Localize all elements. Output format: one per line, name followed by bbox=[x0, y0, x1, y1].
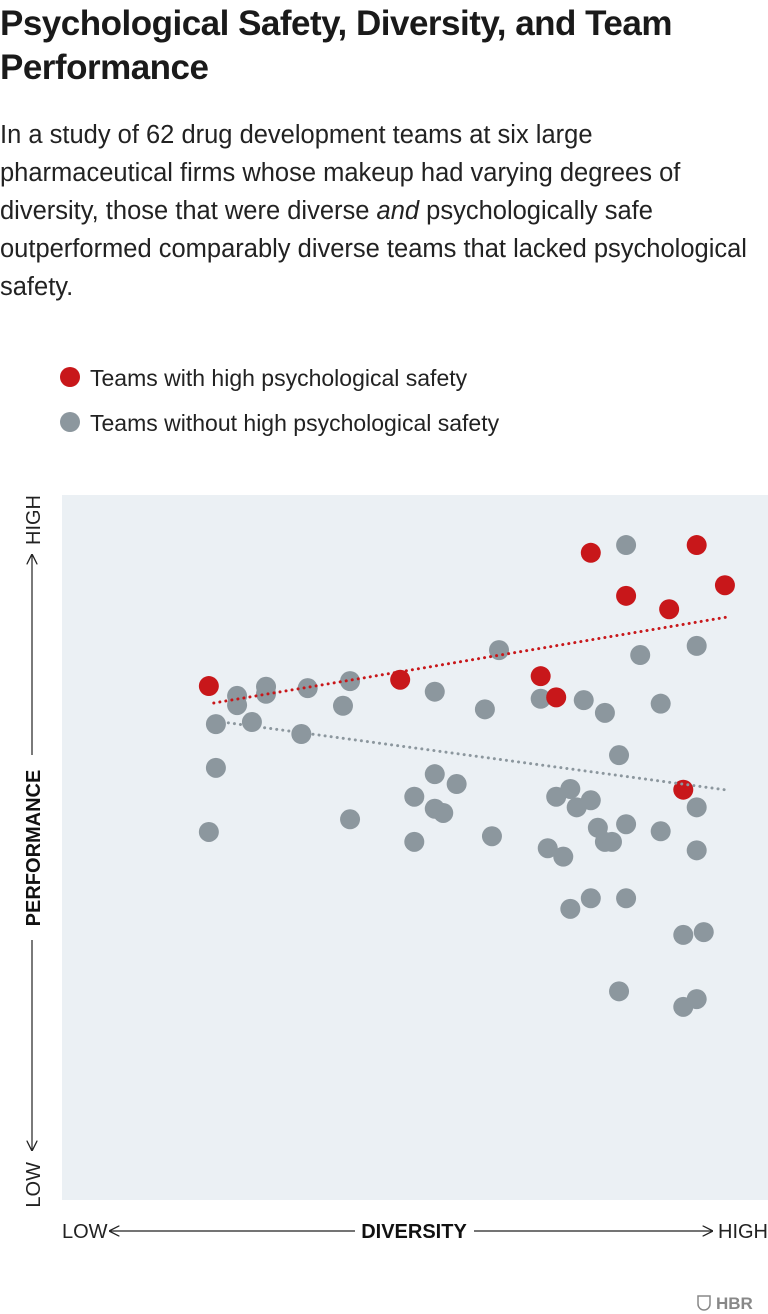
legend-label-high-safety: Teams with high psychological safety bbox=[90, 365, 468, 391]
point-low-safety-33 bbox=[580, 790, 601, 811]
point-low-safety-27 bbox=[594, 702, 615, 723]
point-low-safety-41 bbox=[686, 840, 707, 861]
point-high-safety-3 bbox=[686, 535, 707, 556]
point-low-safety-28 bbox=[650, 693, 671, 714]
point-low-safety-11 bbox=[205, 757, 226, 778]
shield-icon bbox=[697, 1295, 711, 1311]
x-tick-low: LOW bbox=[62, 1221, 108, 1243]
point-high-safety-2 bbox=[580, 542, 601, 563]
point-low-safety-34 bbox=[686, 797, 707, 818]
point-low-safety-15 bbox=[446, 774, 467, 795]
chart-subtitle: In a study of 62 drug development teams … bbox=[0, 116, 768, 306]
point-low-safety-47 bbox=[673, 924, 694, 945]
point-low-safety-38 bbox=[601, 831, 622, 852]
legend-marker-low-safety bbox=[60, 412, 80, 432]
point-low-safety-43 bbox=[553, 846, 574, 867]
y-tick-low: LOW bbox=[23, 1162, 45, 1208]
point-low-safety-51 bbox=[686, 989, 707, 1010]
chart-title: Psychological Safety, Diversity, and Tea… bbox=[0, 4, 672, 87]
x-axis-label: DIVERSITY bbox=[361, 1221, 467, 1243]
point-low-safety-44 bbox=[560, 898, 581, 919]
point-low-safety-26 bbox=[573, 690, 594, 711]
legend-marker-high-safety bbox=[60, 367, 80, 387]
subtitle-emphasis: and bbox=[376, 197, 420, 225]
point-low-safety-22 bbox=[630, 645, 651, 666]
point-low-safety-29 bbox=[609, 745, 630, 766]
point-low-safety-31 bbox=[560, 778, 581, 799]
legend-label-low-safety: Teams without high psychological safety bbox=[90, 410, 500, 436]
point-low-safety-49 bbox=[609, 981, 630, 1002]
point-low-safety-6 bbox=[332, 695, 353, 716]
point-low-safety-25 bbox=[530, 688, 551, 709]
point-low-safety-16 bbox=[404, 786, 425, 807]
point-low-safety-4 bbox=[297, 678, 318, 699]
hbr-logo-text: HBR bbox=[716, 1294, 753, 1313]
point-low-safety-48 bbox=[693, 922, 714, 943]
point-high-safety-4 bbox=[616, 585, 637, 606]
point-low-safety-24 bbox=[474, 699, 495, 720]
point-low-safety-35 bbox=[481, 826, 502, 847]
x-tick-high: HIGH bbox=[718, 1221, 768, 1243]
subtitle-text: In a study of 62 drug development teams … bbox=[0, 121, 681, 225]
point-high-safety-8 bbox=[546, 687, 567, 708]
point-high-safety-1 bbox=[390, 669, 411, 690]
point-low-safety-5 bbox=[340, 671, 361, 692]
point-low-safety-7 bbox=[424, 681, 445, 702]
point-low-safety-18 bbox=[433, 802, 454, 823]
point-low-safety-13 bbox=[340, 809, 361, 830]
point-high-safety-5 bbox=[659, 599, 680, 620]
point-low-safety-40 bbox=[650, 821, 671, 842]
point-low-safety-19 bbox=[404, 831, 425, 852]
trendline-low-safety bbox=[220, 720, 726, 792]
point-high-safety-0 bbox=[198, 676, 219, 697]
point-low-safety-45 bbox=[580, 888, 601, 909]
point-low-safety-8 bbox=[205, 714, 226, 735]
point-low-safety-9 bbox=[241, 712, 262, 733]
point-low-safety-3 bbox=[256, 683, 277, 704]
trendline-high-safety bbox=[212, 615, 730, 705]
point-low-safety-46 bbox=[616, 888, 637, 909]
y-tick-high: HIGH bbox=[23, 495, 45, 545]
y-axis-label: PERFORMANCE bbox=[23, 770, 45, 927]
hbr-logo: HBR bbox=[697, 1294, 753, 1313]
point-low-safety-20 bbox=[616, 535, 637, 556]
point-high-safety-7 bbox=[530, 666, 551, 687]
point-low-safety-39 bbox=[616, 814, 637, 835]
point-low-safety-23 bbox=[686, 635, 707, 656]
point-low-safety-14 bbox=[424, 764, 445, 785]
subtitle-text-end: psychologically safe outperformed compar… bbox=[0, 197, 747, 301]
point-low-safety-12 bbox=[198, 821, 219, 842]
point-high-safety-6 bbox=[714, 575, 735, 596]
point-low-safety-42 bbox=[537, 838, 558, 859]
